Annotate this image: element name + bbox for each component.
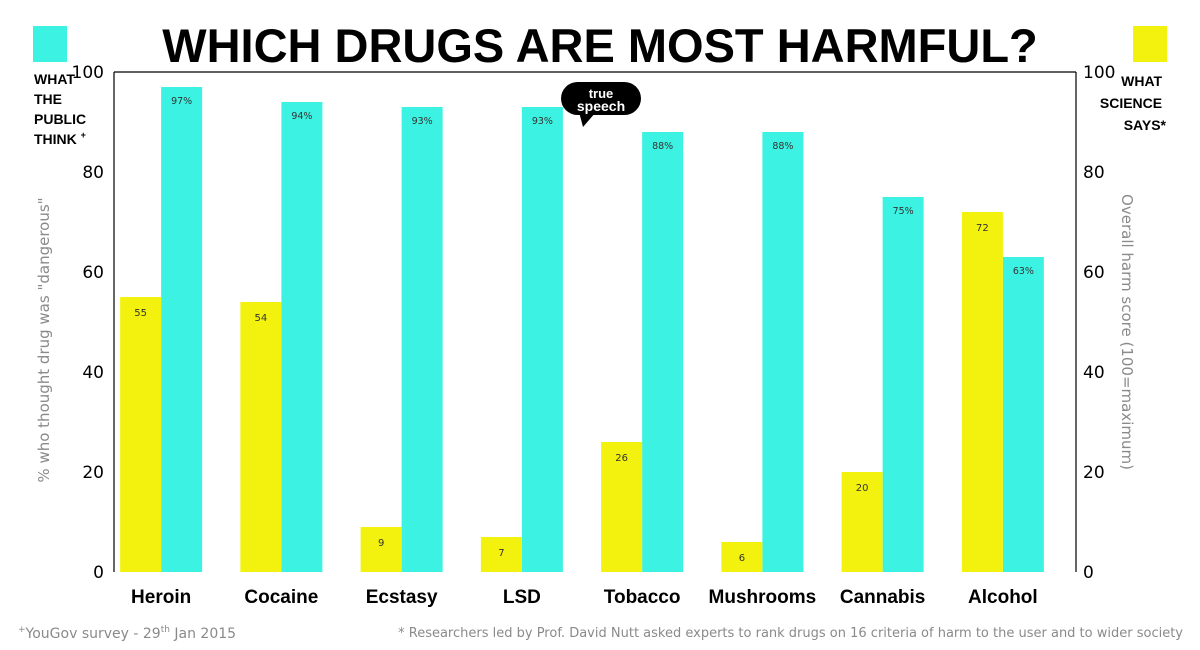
category-label: Cocaine	[244, 587, 318, 608]
bar-public-label: 93%	[412, 116, 433, 127]
category-label: Mushrooms	[709, 587, 817, 608]
left-axis-label: % who thought drug was "dangerous"	[35, 197, 53, 482]
category-label: Alcohol	[968, 587, 1038, 608]
bar-public	[281, 102, 323, 572]
bar-science-label: 54	[255, 313, 268, 324]
footnote-left-date: Jan 2015	[170, 626, 236, 642]
bar-public	[401, 107, 443, 572]
legend-public-swatch	[33, 26, 67, 62]
bar-public-label: 94%	[291, 111, 312, 122]
right-axis-label: Overall harm score (100=maximum)	[1118, 194, 1136, 470]
bar-public	[161, 87, 203, 572]
legend-public-label: WHAT THE PUBLIC THINK +	[34, 71, 90, 147]
left-tick-label: 0	[93, 563, 104, 583]
footnote-right: * Researchers led by Prof. David Nutt as…	[398, 626, 1183, 641]
bar-science	[240, 302, 282, 572]
right-tick-label: 60	[1083, 263, 1105, 283]
left-tick-label: 60	[82, 263, 104, 283]
right-tick-label: 40	[1083, 363, 1105, 383]
bar-science	[961, 212, 1003, 572]
axis-ticks: 0 0 20 20 40 40 60 60 80 80 100 100	[72, 63, 1116, 583]
category-label: LSD	[503, 587, 541, 608]
left-tick-label: 100	[72, 63, 104, 83]
logo-line-2: speech	[577, 98, 625, 114]
left-tick-label: 20	[82, 463, 104, 483]
bar-science	[480, 537, 522, 572]
footnote-left-text: YouGov survey - 29	[25, 626, 161, 642]
category-label: Ecstasy	[366, 587, 438, 608]
bar-public-label: 93%	[532, 116, 553, 127]
bars: 97% 94% 93% 93% 88% 88% 75% 63% 55 54 9 7 26 6 20 72	[120, 87, 1044, 572]
bar-public	[642, 132, 684, 572]
bar-science	[360, 527, 402, 572]
bar-public	[1002, 257, 1044, 572]
bar-public	[882, 197, 924, 572]
category-label: Heroin	[131, 587, 191, 608]
legend-science-line-3: SAYS*	[1124, 117, 1167, 133]
logo-line-1: true	[589, 86, 614, 101]
bar-public-label: 88%	[772, 141, 793, 152]
legend-science-line-2: SCIENCE	[1100, 95, 1162, 111]
left-tick-label: 40	[82, 363, 104, 383]
legend-public-line-4: THINK	[34, 131, 77, 147]
footnote-left: +YouGov survey - 29th Jan 2015	[18, 625, 236, 642]
legend-public-line-1: WHAT	[34, 71, 75, 87]
legend-science-label: WHAT SCIENCE SAYS*	[1100, 73, 1167, 133]
bar-science-label: 26	[615, 453, 628, 464]
bar-science	[120, 297, 162, 572]
bar-public	[521, 107, 563, 572]
bar-science-label: 7	[498, 548, 504, 559]
right-tick-label: 20	[1083, 463, 1105, 483]
right-tick-label: 0	[1083, 563, 1094, 583]
bar-science	[841, 472, 883, 572]
bar-science-label: 55	[134, 308, 147, 319]
legend-science-swatch	[1133, 26, 1167, 62]
category-labels: Heroin Cocaine Ecstasy LSD Tobacco Mushrooms C…	[131, 587, 1038, 608]
bar-public-label: 97%	[171, 96, 192, 107]
right-tick-label: 80	[1083, 163, 1105, 183]
bar-science-label: 9	[378, 538, 384, 549]
bar-science-label: 20	[856, 483, 869, 494]
bar-science	[601, 442, 643, 572]
footnote-left-sup: th	[161, 625, 170, 635]
bar-science-label: 72	[976, 223, 989, 234]
legend-public-line-2: THE	[34, 91, 62, 107]
bar-science	[721, 542, 763, 572]
bar-public	[762, 132, 804, 572]
bar-science-label: 6	[739, 553, 745, 564]
category-label: Tobacco	[604, 587, 681, 608]
right-tick-label: 100	[1083, 63, 1115, 83]
left-tick-label: 80	[82, 163, 104, 183]
chart-title: WHICH DRUGS ARE MOST HARMFUL?	[162, 19, 1038, 72]
legend-science-line-1: WHAT	[1121, 73, 1162, 89]
true-speech-logo: true speech	[561, 82, 641, 127]
bar-public-label: 88%	[652, 141, 673, 152]
footnote-left-mark: +	[18, 625, 26, 635]
category-label: Cannabis	[840, 587, 926, 608]
plot-frame	[113, 71, 1077, 572]
legend-public-mark: +	[81, 130, 86, 140]
bar-public-label: 75%	[893, 206, 914, 217]
bar-public-label: 63%	[1013, 266, 1034, 277]
legend-public-line-3: PUBLIC	[34, 111, 86, 127]
